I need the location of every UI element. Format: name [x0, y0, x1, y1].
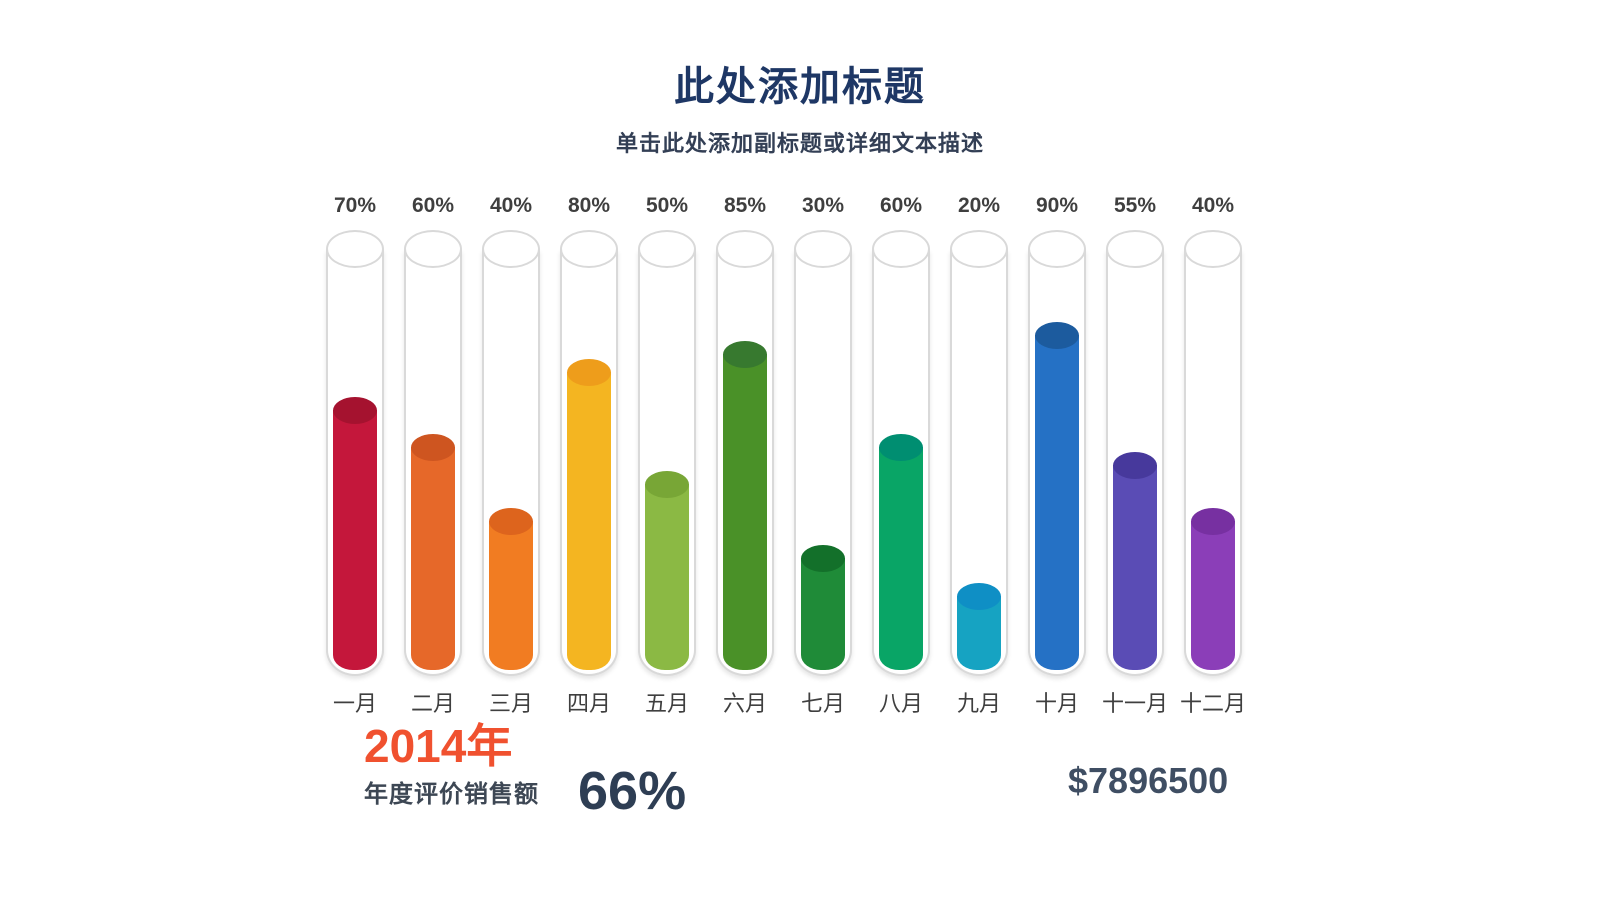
- tube-mouth-ellipse: [404, 230, 462, 268]
- test-tube: [326, 230, 384, 676]
- year-stat-block: 2014年 年度评价销售额: [364, 722, 539, 809]
- test-tube: [404, 230, 462, 676]
- bar-category-label: 十一月: [1101, 691, 1168, 716]
- bar-value-label: 60%: [411, 194, 455, 217]
- bar-fill: [879, 434, 923, 670]
- bar-fill-top-ellipse: [489, 508, 533, 535]
- tube-mouth-ellipse: [1106, 230, 1164, 268]
- test-tube: [1106, 230, 1164, 676]
- bar-value-label: 40%: [489, 194, 533, 217]
- test-tube: [794, 230, 852, 676]
- bar-fill: [1191, 508, 1235, 670]
- bar-value-label: 70%: [333, 194, 377, 217]
- chart-column: 50% 五月: [628, 190, 706, 718]
- chart-column: 40% 十二月: [1174, 190, 1252, 718]
- year-caption: 年度评价销售额: [364, 781, 539, 809]
- bar-fill: [801, 545, 845, 670]
- bar-category-label: 二月: [410, 691, 455, 716]
- chart-column: 80% 四月: [550, 190, 628, 718]
- test-tube: [1028, 230, 1086, 676]
- cylinder-bar-chart: 70% 一月 60% 二月 40% 三月 80% 四月 50% 五月 85% 六月 30% 七月 60% 八月…: [316, 190, 1252, 718]
- page-subtitle: 单击此处添加副标题或详细文本描述: [615, 131, 984, 156]
- bar-fill-top-ellipse: [567, 359, 611, 386]
- bar-category-label: 六月: [722, 691, 767, 716]
- chart-header: 此处添加标题 单击此处添加副标题或详细文本描述: [0, 54, 1600, 158]
- bar-fill-top-ellipse: [1035, 322, 1079, 349]
- bar-value-label: 50%: [645, 194, 689, 217]
- tube-mouth-ellipse: [950, 230, 1008, 268]
- test-tube: [482, 230, 540, 676]
- bar-category-label: 十二月: [1179, 691, 1246, 716]
- bar-fill: [489, 508, 533, 670]
- bar-category-label: 十月: [1034, 691, 1079, 716]
- bar-fill-top-ellipse: [1113, 452, 1157, 479]
- bar-fill: [957, 583, 1001, 670]
- tube-mouth-ellipse: [1184, 230, 1242, 268]
- tube-mouth-ellipse: [716, 230, 774, 268]
- bar-category-label: 七月: [800, 691, 845, 716]
- bar-fill-top-ellipse: [1191, 508, 1235, 535]
- bar-category-label: 一月: [332, 691, 377, 716]
- chart-column: 85% 六月: [706, 190, 784, 718]
- bar-fill: [1113, 452, 1157, 670]
- bar-fill-top-ellipse: [723, 341, 767, 368]
- chart-column: 55% 十一月: [1096, 190, 1174, 718]
- chart-column: 90% 十月: [1018, 190, 1096, 718]
- bar-fill-top-ellipse: [957, 583, 1001, 610]
- bar-fill: [1035, 322, 1079, 670]
- bar-value-label: 20%: [957, 194, 1001, 217]
- bar-value-label: 80%: [567, 194, 611, 217]
- bar-fill: [333, 397, 377, 670]
- bar-value-label: 55%: [1113, 194, 1157, 217]
- chart-column: 30% 七月: [784, 190, 862, 718]
- tube-mouth-ellipse: [638, 230, 696, 268]
- page-title: 此处添加标题: [674, 65, 926, 109]
- bar-value-label: 85%: [723, 194, 767, 217]
- bar-fill: [567, 359, 611, 670]
- chart-column: 20% 九月: [940, 190, 1018, 718]
- bar-category-label: 三月: [488, 691, 533, 716]
- tube-mouth-ellipse: [560, 230, 618, 268]
- chart-column: 60% 八月: [862, 190, 940, 718]
- annual-amount-stat: $7896500: [1068, 760, 1229, 801]
- bar-value-label: 90%: [1035, 194, 1079, 217]
- annual-percent-stat: 66%: [578, 761, 687, 821]
- bar-fill-top-ellipse: [411, 434, 455, 461]
- bar-value-label: 60%: [879, 194, 923, 217]
- bar-fill-top-ellipse: [801, 545, 845, 572]
- test-tube: [560, 230, 618, 676]
- test-tube: [716, 230, 774, 676]
- bar-fill: [411, 434, 455, 670]
- tube-mouth-ellipse: [1028, 230, 1086, 268]
- bar-value-label: 40%: [1191, 194, 1235, 217]
- tube-mouth-ellipse: [326, 230, 384, 268]
- bar-fill-top-ellipse: [333, 397, 377, 424]
- chart-column: 60% 二月: [394, 190, 472, 718]
- test-tube: [1184, 230, 1242, 676]
- bar-category-label: 八月: [878, 691, 923, 716]
- tube-mouth-ellipse: [794, 230, 852, 268]
- bar-fill: [645, 471, 689, 670]
- chart-column: 70% 一月: [316, 190, 394, 718]
- bar-fill-top-ellipse: [645, 471, 689, 498]
- tube-mouth-ellipse: [872, 230, 930, 268]
- bar-category-label: 九月: [956, 691, 1001, 716]
- bar-value-label: 30%: [801, 194, 845, 217]
- bar-category-label: 四月: [566, 691, 611, 716]
- test-tube: [950, 230, 1008, 676]
- chart-column: 40% 三月: [472, 190, 550, 718]
- test-tube: [638, 230, 696, 676]
- bar-fill-top-ellipse: [879, 434, 923, 461]
- tube-mouth-ellipse: [482, 230, 540, 268]
- bar-category-label: 五月: [644, 691, 689, 716]
- bar-fill: [723, 341, 767, 670]
- test-tube: [872, 230, 930, 676]
- year-label: 2014年: [364, 720, 513, 772]
- chart-columns: 70% 一月 60% 二月 40% 三月 80% 四月 50% 五月 85% 六月 30% 七月 60% 八月…: [316, 190, 1252, 718]
